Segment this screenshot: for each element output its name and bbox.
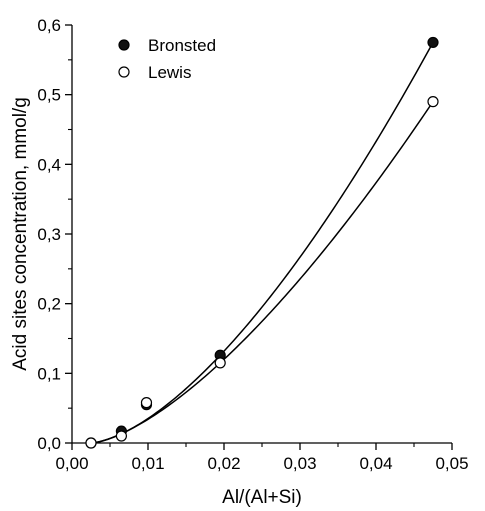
fit-curve-lewis [90,101,434,444]
data-point-lewis [214,357,226,369]
x-tick-label: 0,01 [131,454,164,473]
legend-label-bronsted: Bronsted [148,36,216,55]
y-tick-label: 0,1 [37,364,61,383]
y-tick-label: 0,2 [37,295,61,314]
y-tick-label: 0,6 [37,16,61,35]
data-point-bronsted [427,36,439,49]
data-points [85,36,439,449]
fit-curves [90,42,434,444]
x-tick-label: 0,02 [207,454,240,473]
legend-label-lewis: Lewis [148,63,191,82]
legend-marker-lewis [118,66,130,78]
x-axis-label: Al/(Al+Si) [222,487,302,508]
data-point-lewis [427,96,439,108]
axes [71,25,452,444]
y-tick-label: 0,4 [37,155,61,174]
legend: Bronsted Lewis [118,36,216,82]
legend-marker-bronsted [118,39,130,51]
fit-curve-bronsted [90,42,434,444]
x-tick-label: 0,03 [283,454,316,473]
data-point-lewis [115,430,128,442]
y-tick-label: 0,3 [37,225,61,244]
x-tick-label: 0,00 [55,454,88,473]
x-tick-label: 0,05 [435,454,468,473]
y-tick-label: 0,5 [37,86,61,105]
ticks: 0,00 0,01 0,02 0,03 0,04 0,05 0,0 0,1 0,2 0,3 0,4 0… [37,16,468,473]
data-point-lewis [140,396,153,409]
y-tick-label: 0,0 [37,434,61,453]
data-point-lewis [85,437,97,449]
x-tick-label: 0,04 [359,454,392,473]
y-axis-label: Acid sites concentration, mmol/g [10,97,31,371]
